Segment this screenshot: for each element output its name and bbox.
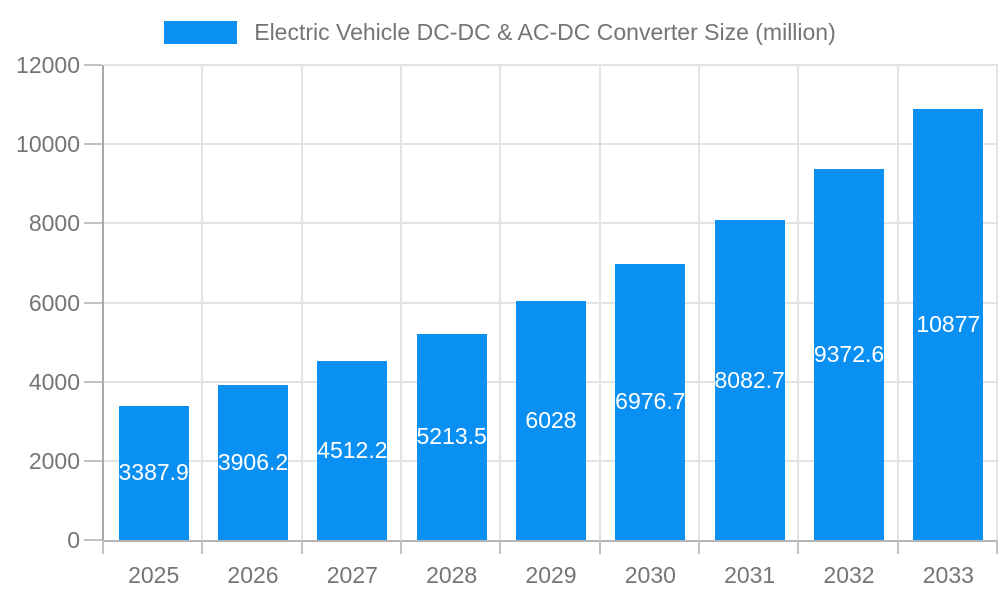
- bar-2025: 3387.9: [118, 405, 189, 540]
- y-tick: [84, 64, 102, 66]
- x-tick: [102, 540, 104, 554]
- x-tick-label: 2030: [624, 562, 676, 588]
- bar-2031: 8082.7: [714, 220, 785, 540]
- x-tick: [698, 540, 700, 554]
- bar-2029: 6028: [516, 301, 586, 540]
- y-tick: [84, 539, 102, 541]
- y-tick: [84, 222, 102, 225]
- gridline-v: [797, 65, 800, 540]
- y-tick-label: 2000: [28, 447, 80, 474]
- gridline-v: [499, 65, 502, 540]
- legend-swatch: [164, 21, 238, 44]
- bar-2026: 3906.2: [218, 385, 288, 540]
- y-tick-label: 6000: [28, 289, 80, 316]
- bar-value-label: 9372.6: [813, 341, 885, 367]
- gridline-v: [300, 65, 303, 540]
- bar-2030: 6976.7: [615, 263, 686, 540]
- gridline-h: [104, 64, 998, 66]
- bar-2033: 10877: [913, 109, 984, 540]
- bar-value-label: 3387.9: [118, 459, 189, 486]
- bar-2032: 9372.6: [814, 169, 884, 540]
- legend: Electric Vehicle DC-DC & AC-DC Converter…: [0, 20, 1000, 45]
- gridline-h: [104, 222, 998, 225]
- bar-value-label: 10877: [916, 311, 981, 338]
- x-tick-label: 2028: [426, 562, 478, 588]
- bar-value-label: 6028: [525, 407, 577, 434]
- bar-2027: 4512.2: [317, 361, 388, 540]
- bar-value-label: 6976.7: [615, 388, 686, 415]
- x-tick: [400, 540, 402, 554]
- x-tick: [598, 540, 601, 554]
- gridline-h: [104, 143, 998, 146]
- bar-value-label: 5213.5: [416, 423, 487, 450]
- y-tick-label: 12000: [16, 52, 80, 78]
- y-tick: [84, 301, 102, 304]
- gridline-v: [400, 65, 402, 540]
- y-tick: [84, 380, 102, 383]
- gridline-v: [896, 65, 899, 540]
- gridline-v: [698, 65, 700, 540]
- y-tick: [84, 143, 102, 146]
- plot-area: 0 2000 4000 6000 8000 10000 12000 3387.9 2025 390…: [16, 52, 998, 588]
- x-tick-label: 2027: [326, 562, 378, 588]
- x-tick: [201, 540, 204, 554]
- x-tick-label: 2032: [823, 562, 875, 588]
- x-tick: [896, 540, 899, 554]
- bar-value-label: 8082.7: [714, 366, 785, 393]
- x-tick-label: 2029: [525, 562, 577, 588]
- x-tick: [797, 540, 800, 554]
- x-tick: [499, 540, 502, 554]
- bar-2028: 5213.5: [416, 333, 487, 540]
- y-tick-label: 0: [67, 527, 80, 553]
- y-tick-label: 8000: [28, 210, 80, 237]
- x-tick-label: 2025: [128, 562, 180, 588]
- y-tick-label: 4000: [28, 368, 80, 395]
- x-tick-label: 2026: [227, 562, 279, 588]
- x-tick: [300, 540, 303, 554]
- x-tick-label: 2033: [922, 562, 974, 588]
- x-tick: [996, 540, 998, 554]
- bar-value-label: 4512.2: [317, 437, 388, 464]
- legend-label: Electric Vehicle DC-DC & AC-DC Converter…: [254, 19, 836, 45]
- gridline-v: [201, 65, 204, 540]
- x-tick-label: 2031: [724, 562, 776, 588]
- y-tick-label: 10000: [16, 131, 80, 158]
- gridline-v: [598, 65, 601, 540]
- y-tick: [84, 459, 102, 462]
- gridline-v: [996, 65, 998, 540]
- bar-value-label: 3906.2: [217, 449, 289, 476]
